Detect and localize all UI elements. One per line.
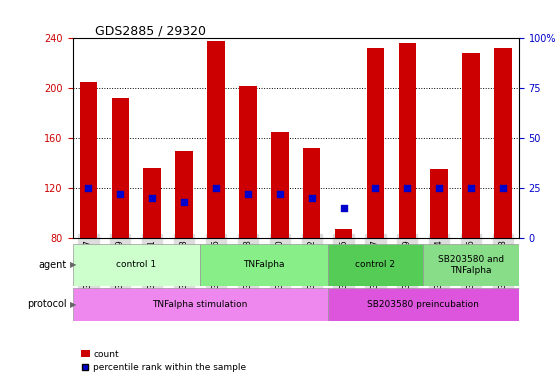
Text: agent: agent bbox=[39, 260, 67, 270]
Bar bbox=[239, 86, 257, 238]
Bar bbox=[200, 244, 328, 286]
Bar bbox=[143, 168, 161, 238]
Point bbox=[275, 191, 284, 197]
Bar bbox=[271, 132, 288, 238]
Text: control 1: control 1 bbox=[116, 260, 156, 270]
Text: protocol: protocol bbox=[27, 299, 67, 310]
Text: TNFalpha: TNFalpha bbox=[243, 260, 285, 270]
Text: control 2: control 2 bbox=[355, 260, 396, 270]
Bar bbox=[303, 148, 320, 238]
Bar bbox=[335, 229, 352, 238]
Text: SB203580 and
TNFalpha: SB203580 and TNFalpha bbox=[438, 255, 504, 275]
Legend: count, percentile rank within the sample: count, percentile rank within the sample bbox=[77, 346, 250, 376]
Point bbox=[116, 191, 125, 197]
Point bbox=[148, 195, 157, 201]
Bar bbox=[207, 41, 225, 238]
Bar bbox=[494, 48, 512, 238]
Bar bbox=[430, 169, 448, 238]
Bar bbox=[424, 244, 519, 286]
Point bbox=[307, 195, 316, 201]
Bar bbox=[328, 244, 424, 286]
Bar bbox=[463, 53, 480, 238]
Point bbox=[180, 199, 189, 205]
Bar bbox=[73, 288, 328, 321]
Text: TNFalpha stimulation: TNFalpha stimulation bbox=[152, 300, 248, 309]
Text: SB203580 preincubation: SB203580 preincubation bbox=[367, 300, 479, 309]
Point bbox=[371, 185, 380, 191]
Point bbox=[84, 185, 93, 191]
Bar bbox=[367, 48, 384, 238]
Text: ▶: ▶ bbox=[70, 300, 76, 309]
Point bbox=[243, 191, 252, 197]
Point bbox=[403, 185, 412, 191]
Point bbox=[435, 185, 444, 191]
Text: GDS2885 / 29320: GDS2885 / 29320 bbox=[95, 24, 206, 37]
Bar bbox=[328, 288, 519, 321]
Bar bbox=[112, 98, 129, 238]
Text: ▶: ▶ bbox=[70, 260, 76, 270]
Bar bbox=[175, 151, 193, 238]
Bar bbox=[80, 82, 97, 238]
Point bbox=[339, 205, 348, 211]
Point bbox=[466, 185, 475, 191]
Point bbox=[211, 185, 220, 191]
Bar bbox=[398, 43, 416, 238]
Bar bbox=[73, 244, 200, 286]
Point bbox=[498, 185, 507, 191]
